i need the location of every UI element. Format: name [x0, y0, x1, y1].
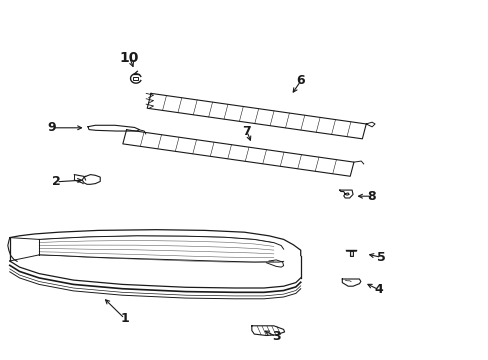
Text: 8: 8	[366, 190, 375, 203]
Text: 3: 3	[271, 330, 280, 343]
Text: 7: 7	[242, 125, 251, 138]
Text: 10: 10	[120, 51, 139, 64]
Text: 4: 4	[374, 283, 383, 296]
Bar	[133, 77, 138, 80]
Text: 6: 6	[296, 75, 305, 87]
Text: 9: 9	[47, 121, 56, 134]
Text: 2: 2	[52, 175, 61, 188]
Text: 1: 1	[120, 312, 129, 325]
Text: 5: 5	[376, 251, 385, 264]
